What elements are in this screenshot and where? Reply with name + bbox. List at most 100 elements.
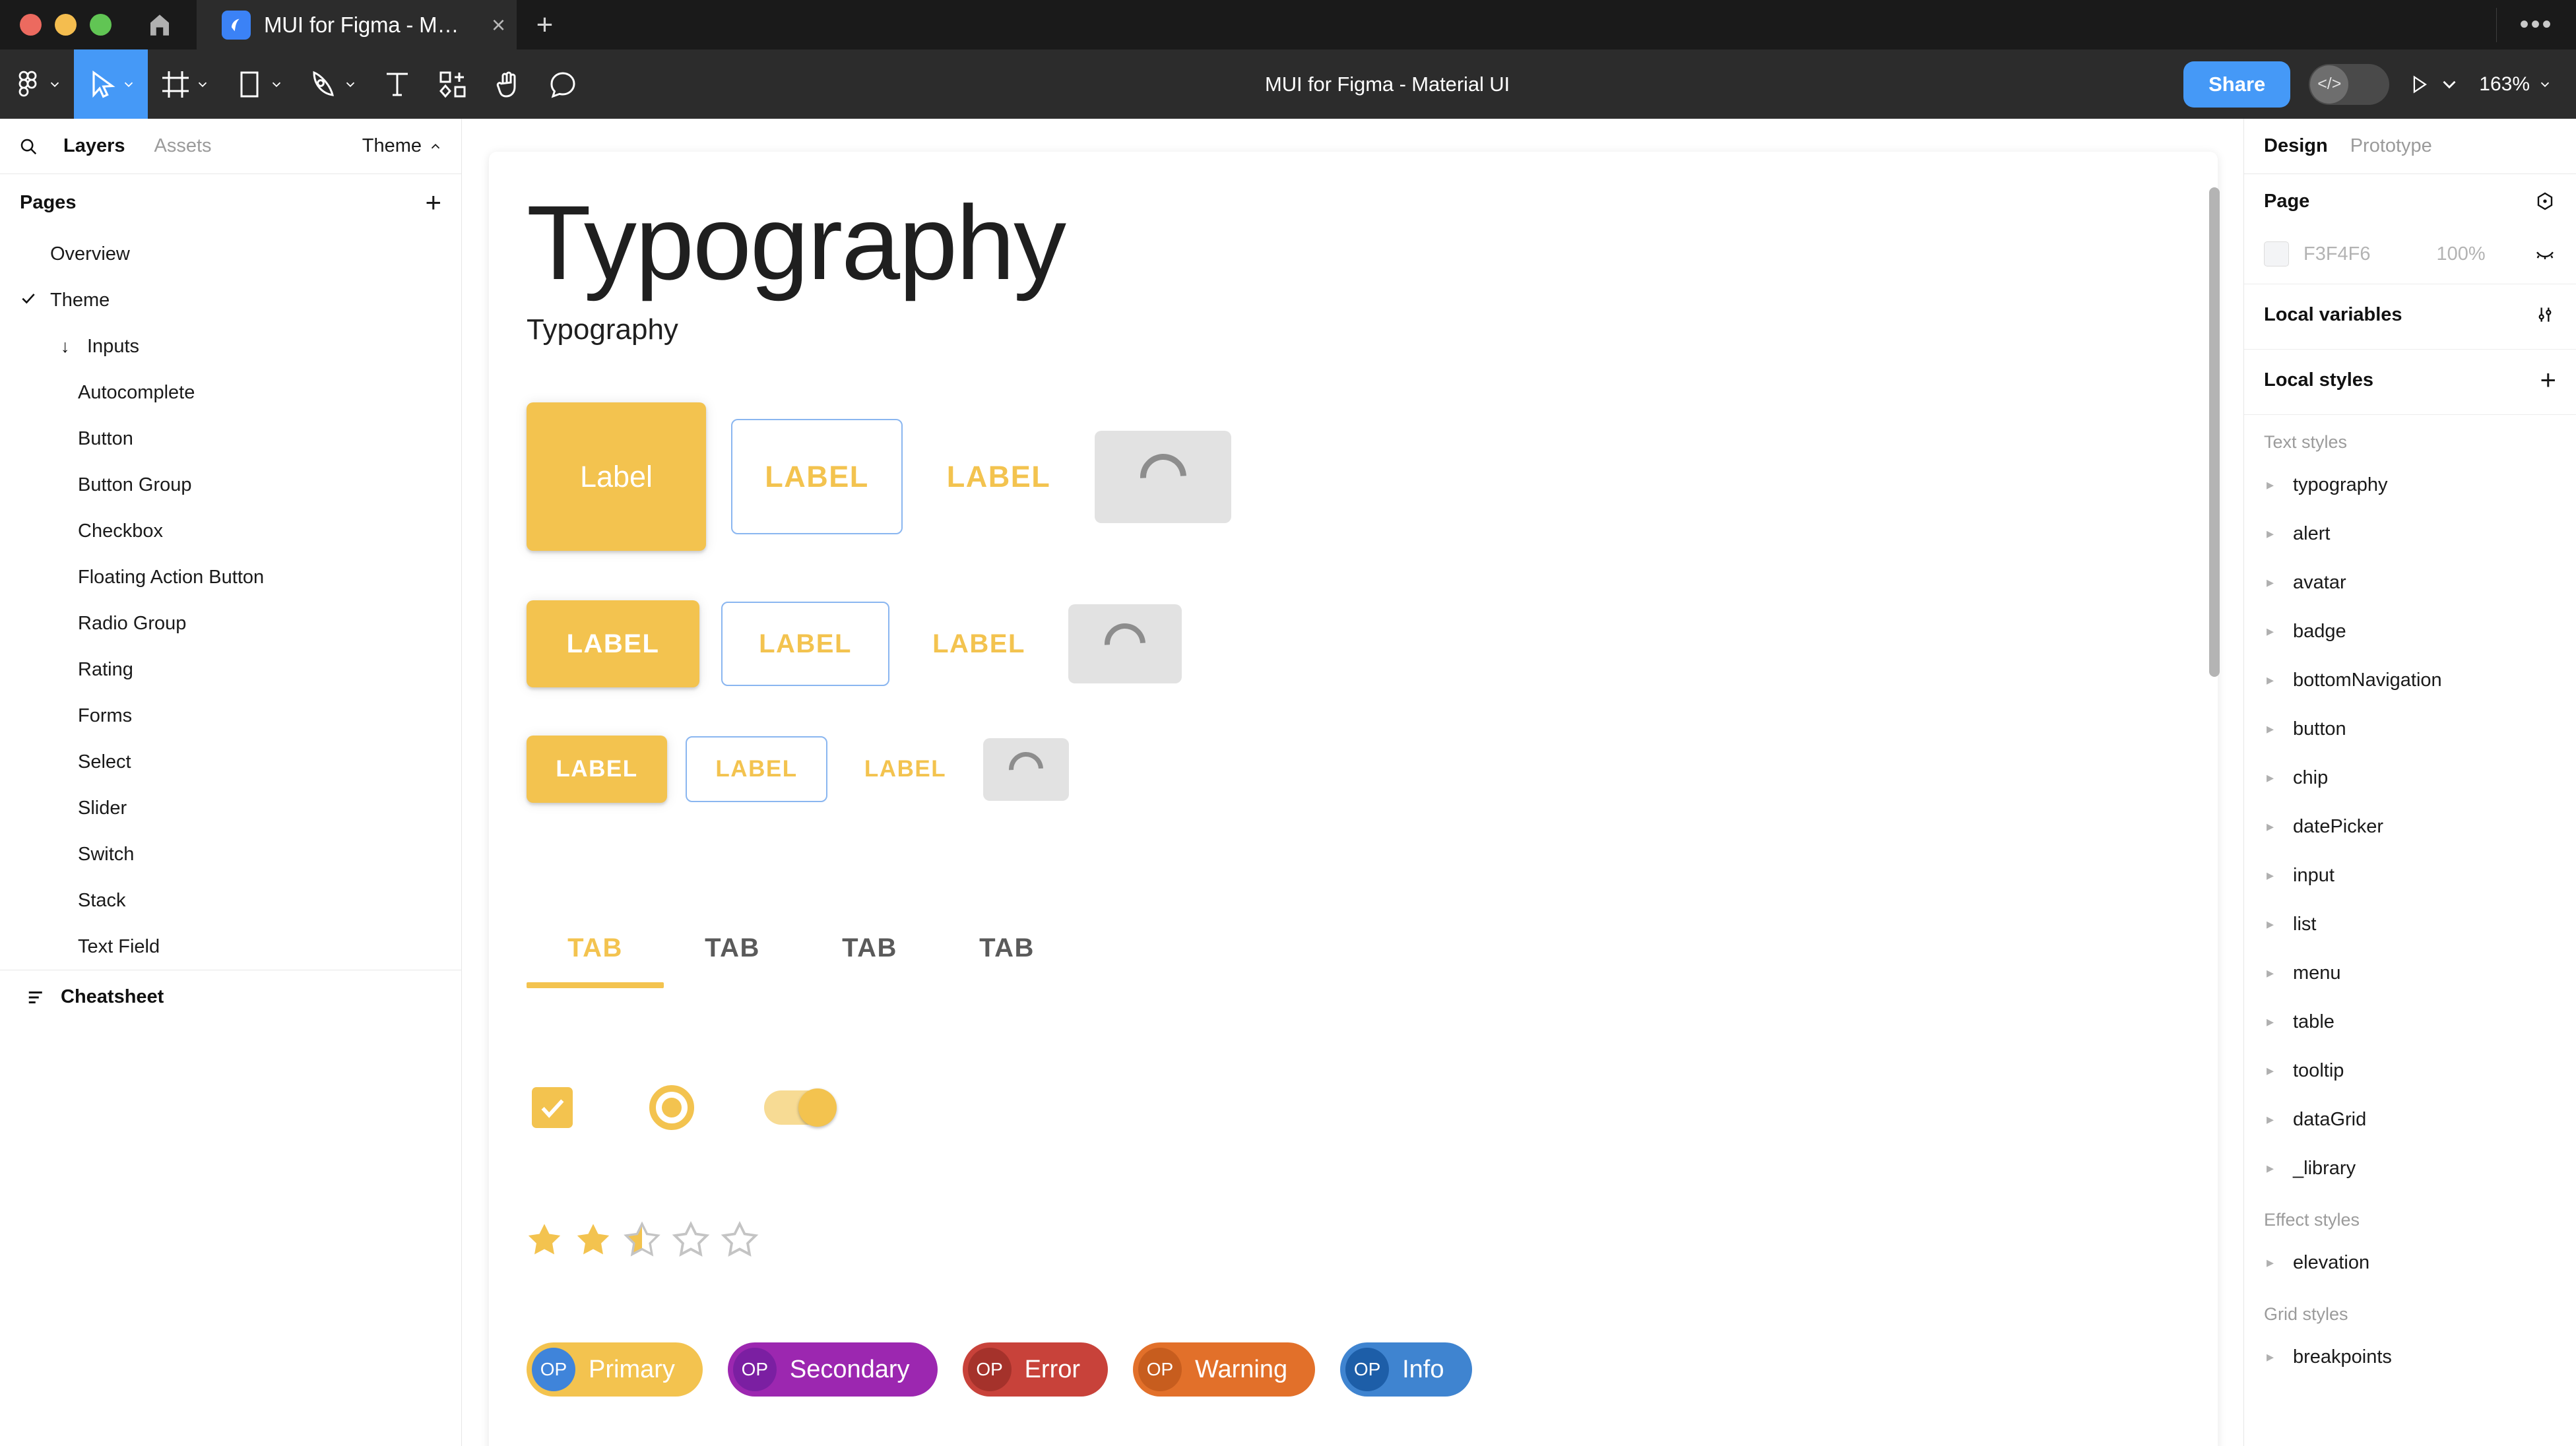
- switch-on[interactable]: [764, 1087, 837, 1128]
- design-canvas[interactable]: Typography Typography Label LABEL LABEL …: [462, 119, 2243, 1446]
- page-opacity-value[interactable]: 100%: [2436, 243, 2486, 265]
- new-tab-button[interactable]: +: [536, 8, 554, 41]
- button-contained-medium[interactable]: LABEL: [527, 600, 699, 687]
- list-item[interactable]: ▸ typography: [2244, 460, 2576, 509]
- list-item[interactable]: ▸ breakpoints: [2244, 1333, 2576, 1381]
- list-item[interactable]: ▸ badge: [2244, 607, 2576, 656]
- button-loading-large[interactable]: [1095, 430, 1231, 523]
- tab-2[interactable]: TAB: [664, 933, 801, 988]
- button-loading-medium[interactable]: [1068, 604, 1182, 683]
- list-item[interactable]: Checkbox: [0, 508, 461, 554]
- share-button[interactable]: Share: [2183, 61, 2291, 108]
- chevron-right-icon[interactable]: ▸: [2267, 1062, 2274, 1079]
- comment-tool-icon[interactable]: [536, 49, 591, 119]
- button-outlined-medium[interactable]: LABEL: [721, 602, 889, 686]
- cheatsheet-button[interactable]: Cheatsheet: [0, 970, 461, 1024]
- list-item[interactable]: Button Group: [0, 462, 461, 508]
- list-item[interactable]: ▸ alert: [2244, 509, 2576, 558]
- dev-mode-toggle[interactable]: </>: [2309, 63, 2390, 105]
- window-close-button[interactable]: [20, 14, 42, 36]
- tab-layers[interactable]: Layers: [63, 135, 125, 156]
- rating-widget[interactable]: [525, 1220, 759, 1259]
- button-loading-small[interactable]: [983, 738, 1069, 801]
- chevron-right-icon[interactable]: ▸: [2267, 476, 2274, 493]
- window-minimize-button[interactable]: [55, 14, 77, 36]
- home-button[interactable]: [123, 0, 197, 49]
- list-item[interactable]: Slider: [0, 785, 461, 831]
- overflow-menu-icon[interactable]: •••: [2519, 10, 2554, 39]
- list-item[interactable]: ▸ elevation: [2244, 1238, 2576, 1287]
- list-item[interactable]: ▸ button: [2244, 705, 2576, 753]
- list-item[interactable]: ▸ menu: [2244, 949, 2576, 997]
- chevron-right-icon[interactable]: ▸: [2267, 916, 2274, 932]
- add-style-button[interactable]: +: [2540, 364, 2556, 395]
- list-item[interactable]: Radio Group: [0, 600, 461, 646]
- page-color-hex[interactable]: F3F4F6: [2303, 243, 2371, 265]
- button-text-medium[interactable]: LABEL: [911, 602, 1046, 686]
- button-outlined-large[interactable]: LABEL: [731, 419, 903, 534]
- canvas-vertical-scrollbar[interactable]: [2209, 187, 2220, 677]
- list-item[interactable]: Forms: [0, 693, 461, 739]
- list-item[interactable]: Switch: [0, 831, 461, 877]
- list-item[interactable]: Overview: [0, 231, 461, 277]
- search-icon[interactable]: [18, 137, 49, 156]
- list-item[interactable]: Rating: [0, 646, 461, 693]
- chevron-right-icon[interactable]: ▸: [2267, 1348, 2274, 1365]
- list-item[interactable]: ▸ datePicker: [2244, 802, 2576, 851]
- frame-tool-icon[interactable]: [148, 49, 222, 119]
- page-fill-row[interactable]: F3F4F6 100%: [2244, 228, 2576, 280]
- button-contained-small[interactable]: LABEL: [527, 736, 667, 803]
- radio-selected[interactable]: [649, 1085, 694, 1130]
- chevron-right-icon[interactable]: ▸: [2267, 964, 2274, 981]
- list-item[interactable]: Button: [0, 416, 461, 462]
- chip-info[interactable]: OP Info: [1340, 1342, 1472, 1397]
- list-item[interactable]: ▸ tooltip: [2244, 1046, 2576, 1095]
- checkbox-checked[interactable]: [532, 1087, 573, 1128]
- list-item[interactable]: Text Field: [0, 924, 461, 970]
- chevron-right-icon[interactable]: ▸: [2267, 1111, 2274, 1127]
- list-item[interactable]: ▸ avatar: [2244, 558, 2576, 607]
- chip-secondary[interactable]: OP Secondary: [727, 1342, 938, 1397]
- shape-tool-icon[interactable]: [222, 49, 296, 119]
- chevron-right-icon[interactable]: ▸: [2267, 720, 2274, 737]
- tab-1[interactable]: TAB: [527, 933, 664, 988]
- zoom-control[interactable]: 163%: [2479, 73, 2552, 96]
- file-tab[interactable]: MUI for Figma - Material UI ×: [197, 0, 517, 49]
- list-item[interactable]: Stack: [0, 877, 461, 924]
- button-contained-large[interactable]: Label: [527, 402, 706, 551]
- list-item[interactable]: Select: [0, 739, 461, 785]
- move-tool-icon[interactable]: [74, 49, 148, 119]
- variables-icon[interactable]: [2534, 303, 2556, 326]
- local-variables-header[interactable]: Local variables: [2244, 284, 2576, 345]
- style-settings-icon[interactable]: [2534, 190, 2556, 212]
- list-item[interactable]: ▸ list: [2244, 900, 2576, 949]
- list-item[interactable]: Autocomplete: [0, 369, 461, 416]
- chevron-right-icon[interactable]: ▸: [2267, 818, 2274, 834]
- button-text-large[interactable]: LABEL: [928, 419, 1070, 534]
- tab-prototype[interactable]: Prototype: [2350, 135, 2432, 156]
- list-item[interactable]: ↓ Inputs: [0, 323, 461, 369]
- add-page-button[interactable]: +: [425, 187, 441, 218]
- button-outlined-small[interactable]: LABEL: [686, 736, 827, 802]
- tab-4[interactable]: TAB: [938, 933, 1076, 988]
- chevron-right-icon[interactable]: ▸: [2267, 1013, 2274, 1030]
- chevron-right-icon[interactable]: ▸: [2267, 867, 2274, 883]
- button-text-small[interactable]: LABEL: [846, 736, 965, 802]
- close-icon[interactable]: ×: [491, 11, 506, 38]
- list-item[interactable]: ▸ table: [2244, 997, 2576, 1046]
- hide-icon[interactable]: [2534, 243, 2556, 265]
- list-item[interactable]: Floating Action Button: [0, 554, 461, 600]
- chevron-right-icon[interactable]: ▸: [2267, 623, 2274, 639]
- chevron-right-icon[interactable]: ▸: [2267, 769, 2274, 786]
- text-tool-icon[interactable]: [370, 49, 425, 119]
- chip-warning[interactable]: OP Warning: [1133, 1342, 1316, 1397]
- window-maximize-button[interactable]: [90, 14, 112, 36]
- page-color-swatch[interactable]: [2264, 241, 2289, 267]
- chip-error[interactable]: OP Error: [962, 1342, 1109, 1397]
- pen-tool-icon[interactable]: [296, 49, 370, 119]
- list-item[interactable]: ▸ bottomNavigation: [2244, 656, 2576, 705]
- tab-3[interactable]: TAB: [801, 933, 938, 988]
- resources-tool-icon[interactable]: [425, 49, 480, 119]
- chevron-right-icon[interactable]: ▸: [2267, 525, 2274, 542]
- theme-page-selector[interactable]: Theme: [362, 135, 443, 157]
